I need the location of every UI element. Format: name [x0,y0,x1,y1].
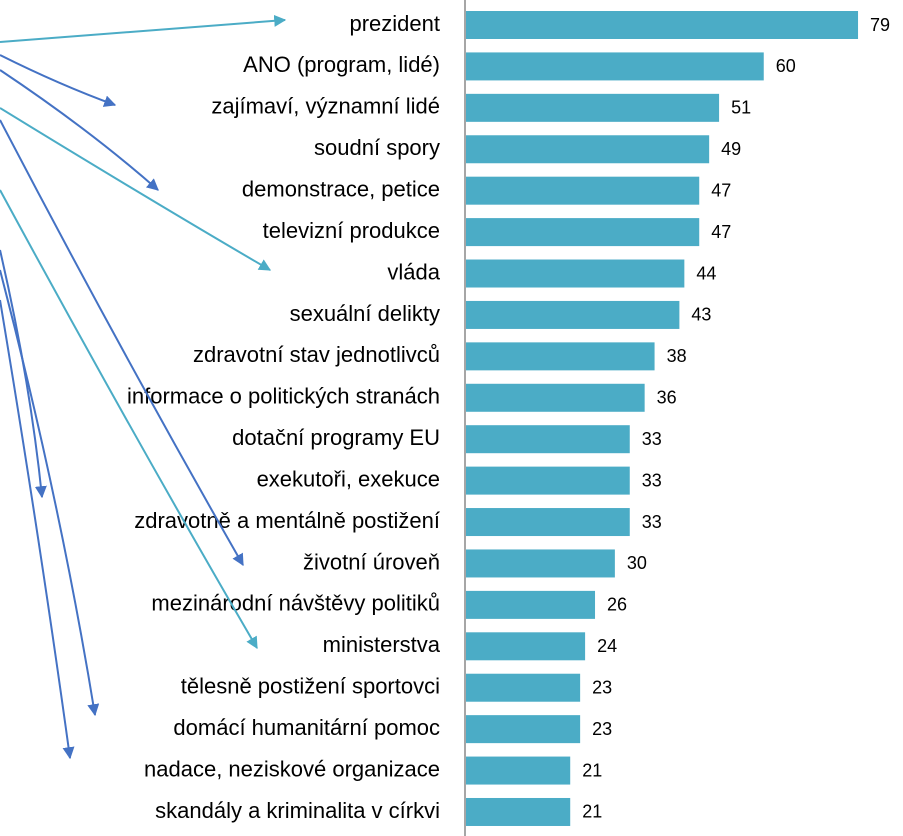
arrow [0,189,258,650]
value-label: 23 [592,677,612,697]
arrow [0,54,117,107]
value-label: 47 [711,222,731,242]
bar [466,425,630,454]
category-label: ministerstva [323,632,441,657]
category-label: demonstrace, petice [242,176,440,201]
value-label: 33 [642,429,662,449]
bar [466,590,596,619]
category-label: tělesně postižení sportovci [181,674,440,699]
category-label: soudní spory [314,135,440,160]
value-label: 26 [607,595,627,615]
bar [466,342,655,371]
category-label: sexuální delikty [290,301,440,326]
arrow [0,299,75,760]
bar [466,93,720,122]
arrow [0,269,100,717]
bar [466,549,615,578]
arrows [0,14,287,760]
bar [466,300,680,329]
category-label: nadace, neziskové organizace [144,756,440,781]
value-label: 21 [582,760,602,780]
category-label: zdravotní stav jednotlivců [193,342,440,367]
value-label: 60 [776,56,796,76]
value-label: 51 [731,98,751,118]
category-label: dotační programy EU [232,425,440,450]
bar [466,673,581,702]
bar [466,756,571,785]
value-label: 36 [657,388,677,408]
category-label: ANO (program, lidé) [243,52,440,77]
value-label: 79 [870,15,890,35]
bar [466,466,630,495]
category-label: vláda [387,259,440,284]
value-label: 47 [711,180,731,200]
category-label: skandály a kriminalita v církvi [155,798,440,823]
arrow [0,249,47,499]
bar [466,11,859,39]
bar [466,632,586,661]
category-label: televizní produkce [263,218,440,243]
category-label: životní úroveň [303,549,440,574]
bar [466,383,645,412]
value-label: 30 [627,553,647,573]
value-label: 33 [642,512,662,532]
bar [466,218,700,247]
bar [466,176,700,205]
value-label: 24 [597,636,617,656]
arrow [0,14,287,43]
value-label: 49 [721,139,741,159]
arrow [0,119,244,567]
category-label: mezinárodní návštěvy politiků [151,591,440,616]
value-label: 33 [642,470,662,490]
category-label: exekutoři, exekuce [257,466,440,491]
value-label: 43 [691,305,711,325]
value-label: 44 [696,263,716,283]
value-label: 38 [667,346,687,366]
bar [466,797,571,826]
category-label: informace o politických stranách [127,384,440,409]
bars: prezident 79 ANO (program, lidé) 60 zajímaví… [127,11,890,826]
bar [466,52,764,81]
category-label: prezident [349,11,440,36]
value-label: 21 [582,802,602,822]
bar [466,259,685,288]
category-label: zdravotně a mentálně postižení [134,508,440,533]
value-label: 23 [592,719,612,739]
category-label: domácí humanitární pomoc [173,715,440,740]
bar [466,135,710,164]
category-label: zajímaví, významní lidé [211,94,440,119]
arrow [0,69,159,191]
arrow [0,107,272,271]
bar [466,715,581,744]
bar [466,508,630,537]
